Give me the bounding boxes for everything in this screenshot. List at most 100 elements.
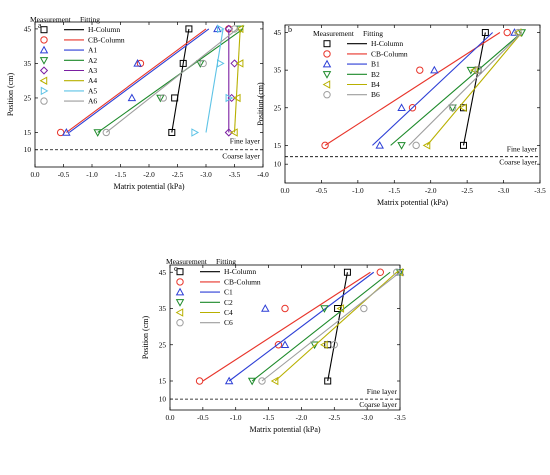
x-tick-label: -1.5 [115,170,127,179]
legend-label: B2 [371,70,380,79]
plot-frame [169,264,401,411]
x-tick-label: -2.5 [461,186,473,195]
data-point-c1 [224,376,234,385]
legend-marker [175,308,184,317]
y-tick-label: 25 [24,93,32,102]
fit-line-cb-column [202,271,371,382]
data-point-h-column [481,29,489,37]
legend-label: B6 [371,90,380,99]
legend-label: CB-Column [224,277,261,286]
legend-label: H-Column [371,39,403,48]
x-tick-label: 0.0 [280,186,289,195]
data-point-b6 [474,66,482,74]
legend-label: C4 [224,308,233,317]
data-point-a6 [230,25,239,33]
legend-header-fitting: Fitting [80,15,100,24]
y-tick-label: 10 [274,160,282,169]
legend-label: H-Column [88,25,120,34]
data-point-c6 [258,377,266,385]
x-axis-label: Matrix potential (kPa) [377,198,448,207]
fine-layer-label: Fine layer [230,137,261,146]
data-point-h-column [343,268,351,276]
data-point-a4 [235,59,244,68]
legend-label: H-Column [224,267,256,276]
data-point-a3 [230,59,239,68]
y-tick-label: 35 [24,59,32,68]
x-tick-label: -1.0 [352,186,364,195]
y-tick-label: 45 [159,268,167,277]
data-point-a4 [230,128,238,137]
legend-marker [40,36,48,44]
data-point-b4 [469,65,478,75]
data-point-a2 [93,129,102,137]
data-point-c1 [261,304,270,312]
data-point-a2 [156,94,165,103]
data-point-a4 [235,24,244,34]
x-axis-label: Matrix potential (kPa) [249,425,320,434]
coarse-layer-label: Coarse layer [359,400,397,409]
x-tick-label: -3.0 [498,186,510,195]
legend-label: CB-Column [371,49,408,58]
x-tick-label: -1.0 [230,413,242,422]
data-point-h-column [168,128,176,136]
fit-line-a2 [97,28,244,133]
legend-label: B4 [371,80,380,89]
legend-marker [39,76,48,85]
y-axis-label: Position (cm) [6,73,15,117]
legend: Measurement FittingH-ColumnCB-ColumnC1C2C… [166,257,261,327]
data-point-c6 [393,268,401,276]
fit-line-a6 [105,28,238,133]
x-tick-label: -3.0 [200,170,212,179]
data-point-a5 [217,59,225,68]
legend-marker [323,50,331,58]
y-tick-label: 10 [24,145,32,154]
fit-line-a1 [68,28,210,133]
data-point-cb-column [321,141,329,150]
data-point-cb-column [56,128,65,137]
x-tick-label: -0.5 [58,170,70,179]
data-point-a2 [235,25,245,34]
chart-panel-a: a 0.0 -0.5 -1.0 -1.5 -2.0 -2.5 -3.0 -3.5 -4.0 10 15… [6,15,269,191]
data-point-h-column [324,377,332,385]
data-point-b2 [517,29,527,37]
legend-label: A5 [88,86,97,95]
fit-line-c2 [251,271,391,382]
legend-marker [322,59,332,68]
data-point-cb-column [281,304,289,313]
x-tick-label: -1.5 [389,186,401,195]
data-point-a5 [217,24,225,34]
fit-line-b6 [408,32,523,146]
fit-line-b4 [426,32,523,146]
y-tick-label: 15 [274,141,282,150]
x-tick-label: -3.5 [394,413,406,422]
data-point-c6 [360,304,368,313]
x-tick-label: -2.0 [296,413,308,422]
legend-label: B1 [371,60,380,69]
legend-label: A2 [88,56,97,65]
data-point-b1 [430,65,439,74]
coarse-layer-label: Coarse layer [222,152,260,161]
legend-header-fitting: Fitting [216,257,236,266]
data-point-c6 [330,341,338,349]
y-tick-label: 10 [159,395,167,404]
data-point-b2 [397,142,406,150]
data-point-h-column [179,59,187,67]
y-tick-label: 15 [24,128,32,137]
y-tick-label: 25 [159,340,167,349]
x-tick-label: -1.0 [86,170,98,179]
legend-marker [40,97,48,105]
legend-marker [175,299,185,307]
legend-marker [323,40,331,48]
y-axis-label: Position (cm) [141,316,150,360]
x-tick-label: -4.0 [257,170,269,179]
x-tick-label: -2.5 [172,170,184,179]
x-tick-label: -1.5 [263,413,275,422]
data-point-c2 [395,269,405,277]
legend: Measurement FittingH-ColumnCB-ColumnB1B2B… [313,29,408,99]
legend-marker [176,268,184,276]
legend-label: CB-Column [88,35,125,44]
legend-marker [176,278,184,286]
y-tick-label: 35 [159,304,167,313]
data-point-a2 [196,60,205,68]
